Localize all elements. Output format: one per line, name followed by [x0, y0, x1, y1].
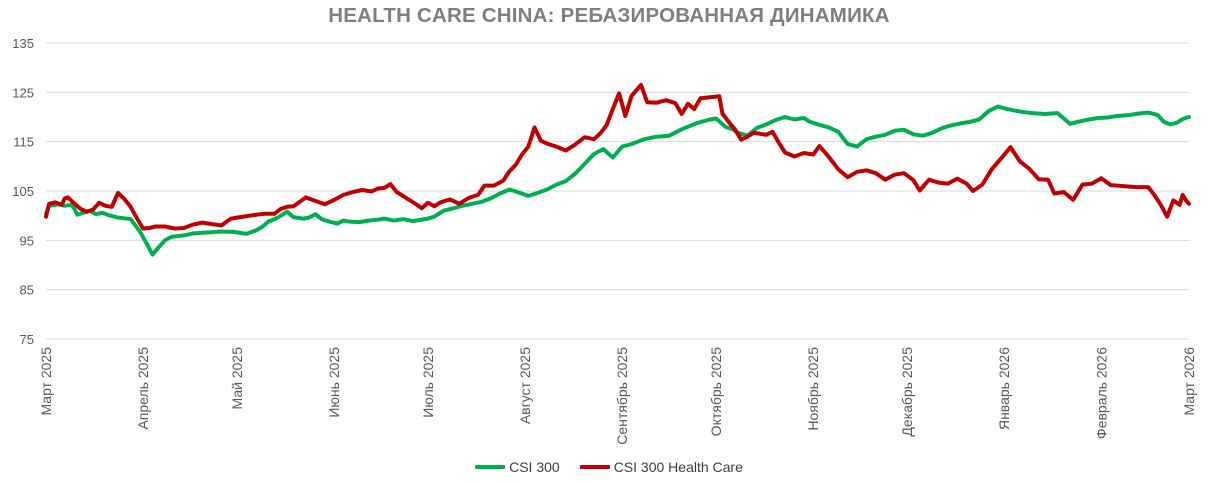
- series-lines: [44, 82, 1191, 257]
- x-tick-label: Июль 2025: [420, 347, 436, 418]
- legend-label-csi300-health-care: CSI 300 Health Care: [613, 459, 743, 475]
- x-tick-label: Сентябрь 2025: [614, 347, 630, 445]
- series-line-csi300-health-care: [44, 82, 1191, 231]
- legend-item-csi300: CSI 300: [475, 459, 560, 475]
- legend: CSI 300 CSI 300 Health Care: [0, 459, 1218, 475]
- y-tick-label: 115: [13, 135, 34, 150]
- y-tick-label: 75: [20, 332, 34, 347]
- legend-item-csi300-health-care: CSI 300 Health Care: [579, 459, 743, 475]
- legend-swatch-csi300: [475, 465, 506, 469]
- y-axis-tick-labels: 75 85 95 105 115 125 135: [12, 36, 34, 347]
- x-tick-label: Август 2025: [517, 347, 533, 424]
- x-tick-label: Ноябрь 2025: [805, 347, 821, 431]
- x-tick-label: Октябрь 2025: [708, 347, 724, 437]
- legend-swatch-csi300-health-care: [579, 465, 610, 469]
- series-line-csi300: [44, 104, 1191, 257]
- x-tick-label: Декабрь 2025: [899, 347, 915, 437]
- y-tick-label: 125: [12, 85, 34, 100]
- gridlines: [46, 42, 1189, 340]
- x-tick-label: Март 2025: [38, 347, 54, 416]
- x-tick-label: Апрель 2025: [135, 347, 151, 430]
- x-tick-label: Февраль 2026: [1093, 347, 1109, 439]
- y-tick-label: 85: [20, 283, 34, 298]
- y-tick-label: 135: [12, 36, 34, 51]
- chart-title: HEALTH CARE CHINA: РЕБАЗИРОВАННАЯ ДИНАМИ…: [328, 4, 890, 27]
- x-tick-label: Март 2026: [1181, 347, 1197, 416]
- x-tick-label: Июнь 2025: [326, 347, 342, 418]
- x-tick-label: Май 2025: [229, 347, 245, 410]
- y-tick-label: 105: [12, 184, 34, 199]
- x-axis-tick-labels: Март 2025 Апрель 2025 Май 2025 Июнь 2025 Июл…: [38, 347, 1197, 445]
- y-tick-label: 95: [20, 233, 34, 248]
- legend-label-csi300: CSI 300: [509, 459, 560, 475]
- x-tick-label: Январь 2026: [996, 347, 1012, 430]
